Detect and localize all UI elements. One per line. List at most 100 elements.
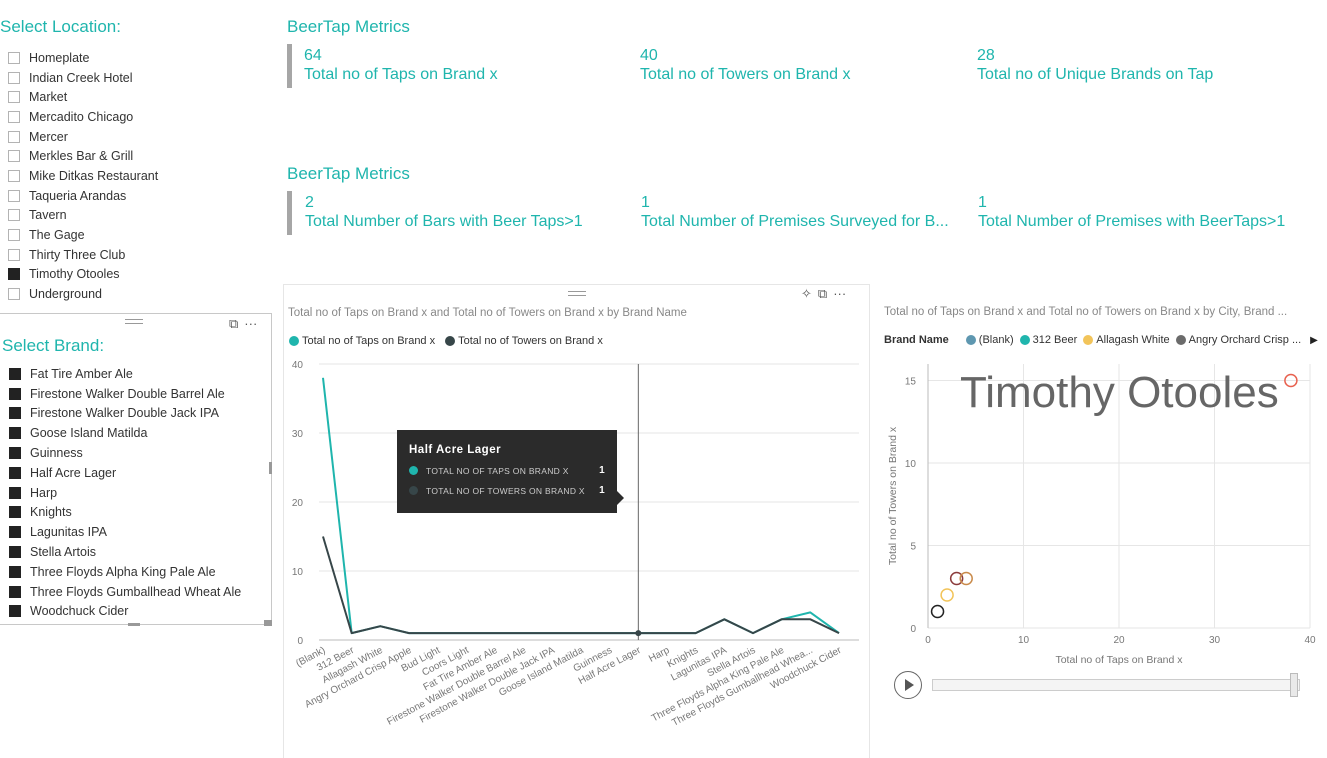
checkbox-unchecked-icon[interactable] (8, 51, 20, 64)
slicer-item-label: Half Acre Lager (30, 465, 117, 480)
metric-card[interactable]: 28 Total no of Unique Brands on Tap (977, 47, 1307, 84)
play-axis-track[interactable] (932, 679, 1300, 691)
legend-next-icon[interactable]: ▶ (1310, 334, 1318, 346)
scatter-point[interactable] (949, 571, 964, 586)
checkbox-unchecked-icon[interactable] (8, 229, 20, 242)
card-value: 64 (304, 47, 322, 64)
slicer-item[interactable]: Mike Ditkas Restaurant (8, 166, 158, 186)
pin-icon[interactable]: ✧ (801, 286, 812, 301)
scatter-chart-visual[interactable]: Total no of Taps on Brand x and Total no… (872, 284, 1327, 758)
slicer-item[interactable]: Half Acre Lager (9, 463, 241, 483)
more-options-icon[interactable]: ··· (833, 286, 847, 301)
tooltip-row-taps: TOTAL NO OF TAPS ON BRAND X 1 (409, 465, 605, 476)
checkbox-checked-icon[interactable] (9, 546, 21, 559)
checkbox-checked-icon[interactable] (9, 585, 21, 598)
slicer-item[interactable]: Homeplate (8, 48, 158, 68)
slicer-item[interactable]: Guinness (9, 443, 241, 463)
slicer-item[interactable]: Firestone Walker Double Barrel Ale (9, 384, 241, 404)
slicer-item[interactable]: Market (8, 87, 158, 107)
scatter-point[interactable] (940, 588, 954, 602)
metric-card[interactable]: 1 Total Number of Premises with BeerTaps… (978, 194, 1308, 231)
checkbox-unchecked-icon[interactable] (8, 91, 20, 104)
card-selection-bar (287, 44, 292, 88)
slicer-item[interactable]: Three Floyds Alpha King Pale Ale (9, 562, 241, 582)
checkbox-checked-icon[interactable] (9, 387, 21, 400)
resize-handle-corner[interactable] (264, 620, 272, 626)
checkbox-unchecked-icon[interactable] (8, 110, 20, 123)
metric-card[interactable]: 1 Total Number of Premises Surveyed for … (641, 194, 959, 231)
x-tick-label: 30 (1209, 635, 1221, 646)
hover-point[interactable] (635, 630, 642, 637)
slicer-item[interactable]: Mercer (8, 127, 158, 147)
scatter-point[interactable] (959, 571, 973, 586)
checkbox-checked-icon[interactable] (9, 605, 21, 618)
resize-handle-right[interactable] (269, 462, 272, 474)
slicer-item[interactable]: Timothy Otooles (8, 265, 158, 285)
scatter-legend: Brand Name (Blank) 312 Beer Allagash Whi… (884, 334, 1318, 346)
drag-handle-icon[interactable] (125, 319, 143, 324)
slicer-item[interactable]: Lagunitas IPA (9, 522, 241, 542)
checkbox-unchecked-icon[interactable] (8, 248, 20, 261)
checkbox-checked-icon[interactable] (9, 447, 21, 460)
slicer-item[interactable]: Harp (9, 483, 241, 503)
checkbox-checked-icon[interactable] (9, 486, 21, 499)
checkbox-checked-icon[interactable] (8, 268, 20, 281)
more-options-icon[interactable]: ··· (244, 316, 258, 331)
slicer-item[interactable]: Mercadito Chicago (8, 107, 158, 127)
series-line-1[interactable] (322, 536, 840, 635)
slicer-item[interactable]: Woodchuck Cider (9, 602, 241, 622)
checkbox-unchecked-icon[interactable] (8, 71, 20, 84)
slicer-item[interactable]: Merkles Bar & Grill (8, 146, 158, 166)
checkbox-checked-icon[interactable] (9, 427, 21, 440)
legend-item-allagash-white[interactable]: Allagash White (1083, 334, 1170, 346)
legend-dot-taps-icon (289, 336, 299, 346)
slicer-item[interactable]: Three Floyds Gumballhead Wheat Ale (9, 582, 241, 602)
slicer-item[interactable]: Stella Artois (9, 542, 241, 562)
checkbox-unchecked-icon[interactable] (8, 189, 20, 202)
slicer-item[interactable]: Taqueria Arandas (8, 186, 158, 206)
checkbox-checked-icon[interactable] (9, 526, 21, 539)
drag-handle-icon[interactable] (568, 291, 586, 296)
slicer-item[interactable]: Tavern (8, 206, 158, 226)
checkbox-checked-icon[interactable] (9, 367, 21, 380)
card-value: 1 (641, 194, 650, 211)
checkbox-checked-icon[interactable] (9, 506, 21, 519)
metric-card[interactable]: 64 Total no of Taps on Brand x (304, 47, 634, 84)
legend-item-312-beer[interactable]: 312 Beer (1019, 334, 1077, 346)
scatter-plot[interactable]: 0 5 10 15 0 10 20 30 40 Total no of Taps on Brand… (872, 284, 1327, 684)
legend-item-taps[interactable]: Total no of Taps on Brand x (289, 335, 435, 347)
slicer-item-label: Merkles Bar & Grill (29, 149, 134, 164)
checkbox-checked-icon[interactable] (9, 565, 21, 578)
focus-mode-icon[interactable]: ⧉ (817, 286, 828, 301)
line-chart-visual[interactable]: ✧ ⧉ ··· Total no of Taps on Brand x and … (283, 284, 870, 758)
checkbox-unchecked-icon[interactable] (8, 288, 20, 301)
slicer-item[interactable]: The Gage (8, 225, 158, 245)
legend-item-towers[interactable]: Total no of Towers on Brand x (445, 335, 603, 347)
slicer-item[interactable]: Underground (8, 284, 158, 304)
slicer-item[interactable]: Indian Creek Hotel (8, 68, 158, 88)
checkbox-unchecked-icon[interactable] (8, 150, 20, 163)
checkbox-unchecked-icon[interactable] (8, 209, 20, 222)
slicer-item[interactable]: Knights (9, 503, 241, 523)
scatter-point[interactable] (930, 604, 945, 619)
metric-card[interactable]: 2 Total Number of Bars with Beer Taps>1 (305, 194, 635, 231)
legend-dot-icon (1083, 335, 1094, 345)
legend-item-angry-orchard[interactable]: Angry Orchard Crisp ... (1175, 334, 1301, 346)
focus-mode-icon[interactable]: ⧉ (229, 316, 239, 331)
slicer-item[interactable]: Firestone Walker Double Jack IPA (9, 404, 241, 424)
scatter-point[interactable] (1284, 373, 1298, 388)
play-axis-thumb[interactable] (1290, 673, 1298, 697)
checkbox-unchecked-icon[interactable] (8, 169, 20, 182)
checkbox-unchecked-icon[interactable] (8, 130, 20, 143)
checkbox-checked-icon[interactable] (9, 407, 21, 420)
slicer-item[interactable]: Thirty Three Club (8, 245, 158, 265)
slicer-item[interactable]: Fat Tire Amber Ale (9, 364, 241, 384)
play-button[interactable] (894, 671, 922, 699)
legend-item-blank[interactable]: (Blank) (965, 334, 1014, 346)
slicer-item[interactable]: Goose Island Matilda (9, 423, 241, 443)
checkbox-checked-icon[interactable] (9, 466, 21, 479)
metric-card[interactable]: 40 Total no of Towers on Brand x (640, 47, 970, 84)
legend-dot-icon (1175, 335, 1186, 345)
resize-handle-bottom[interactable] (128, 623, 140, 626)
